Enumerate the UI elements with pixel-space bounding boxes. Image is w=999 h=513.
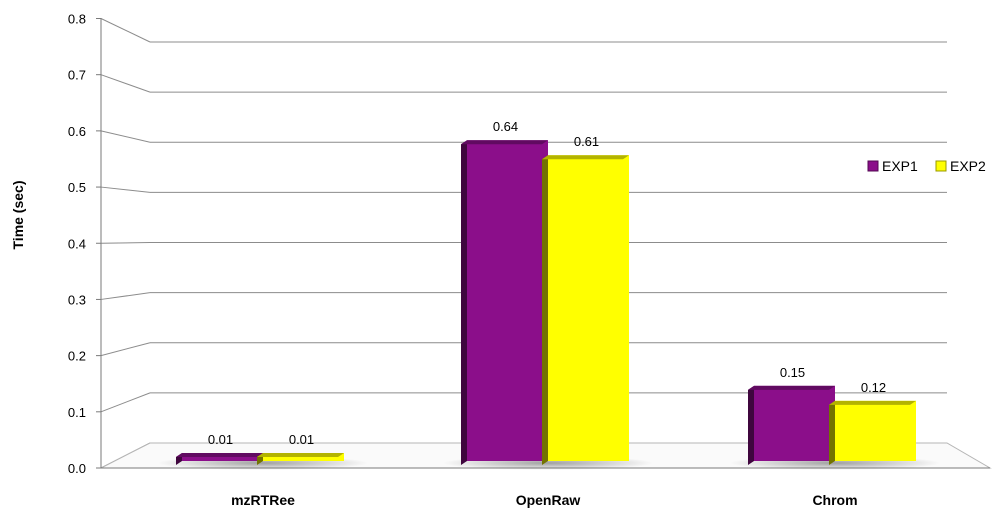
bar xyxy=(835,400,916,461)
bar xyxy=(548,155,629,462)
data-label: 0.64 xyxy=(493,119,518,134)
bar-top xyxy=(542,155,629,160)
y-tick-label: 0.0 xyxy=(68,461,86,476)
bar-top xyxy=(461,140,548,145)
gridline-diagonal xyxy=(100,242,151,244)
y-tick-label: 0.3 xyxy=(68,292,86,307)
bar-side xyxy=(748,385,754,465)
y-tick-label: 0.5 xyxy=(68,180,86,195)
legend-swatch xyxy=(935,160,947,172)
y-tick-label: 0.2 xyxy=(68,349,86,364)
data-label: 0.61 xyxy=(574,134,599,149)
data-label: 0.01 xyxy=(289,432,314,447)
bar-top xyxy=(829,400,916,405)
data-label: 0.15 xyxy=(780,365,805,380)
y-tick-label: 0.8 xyxy=(68,12,86,27)
data-label: 0.01 xyxy=(208,432,233,447)
gridline-diagonal xyxy=(100,342,151,357)
y-tick-label: 0.7 xyxy=(68,68,86,83)
gridline-diagonal xyxy=(100,292,151,300)
x-tick-label: OpenRaw xyxy=(516,492,581,508)
bar xyxy=(754,385,835,461)
gridline-diagonal xyxy=(100,130,151,143)
y-tick-label: 0.1 xyxy=(68,405,86,420)
x-tick-label: Chrom xyxy=(812,492,857,508)
bar-top xyxy=(257,453,344,457)
y-tick-label: 0.4 xyxy=(68,236,86,251)
y-axis-label: Time (sec) xyxy=(10,181,26,250)
bar-top xyxy=(176,453,263,457)
bar xyxy=(467,140,548,461)
gridline-diagonal xyxy=(100,186,151,193)
legend-swatch xyxy=(867,160,879,172)
y-tick-label: 0.6 xyxy=(68,124,86,139)
bar-top xyxy=(748,385,835,390)
bar-side xyxy=(542,155,548,466)
bar-side xyxy=(461,140,467,465)
x-tick-label: mzRTRee xyxy=(231,492,295,508)
legend-label: EXP1 xyxy=(882,158,918,174)
gridline-diagonal xyxy=(100,392,151,413)
gridline-diagonal xyxy=(100,74,151,93)
data-label: 0.12 xyxy=(861,380,886,395)
gridline-diagonal xyxy=(100,18,151,43)
legend-label: EXP2 xyxy=(950,158,986,174)
bar-side xyxy=(829,400,835,465)
